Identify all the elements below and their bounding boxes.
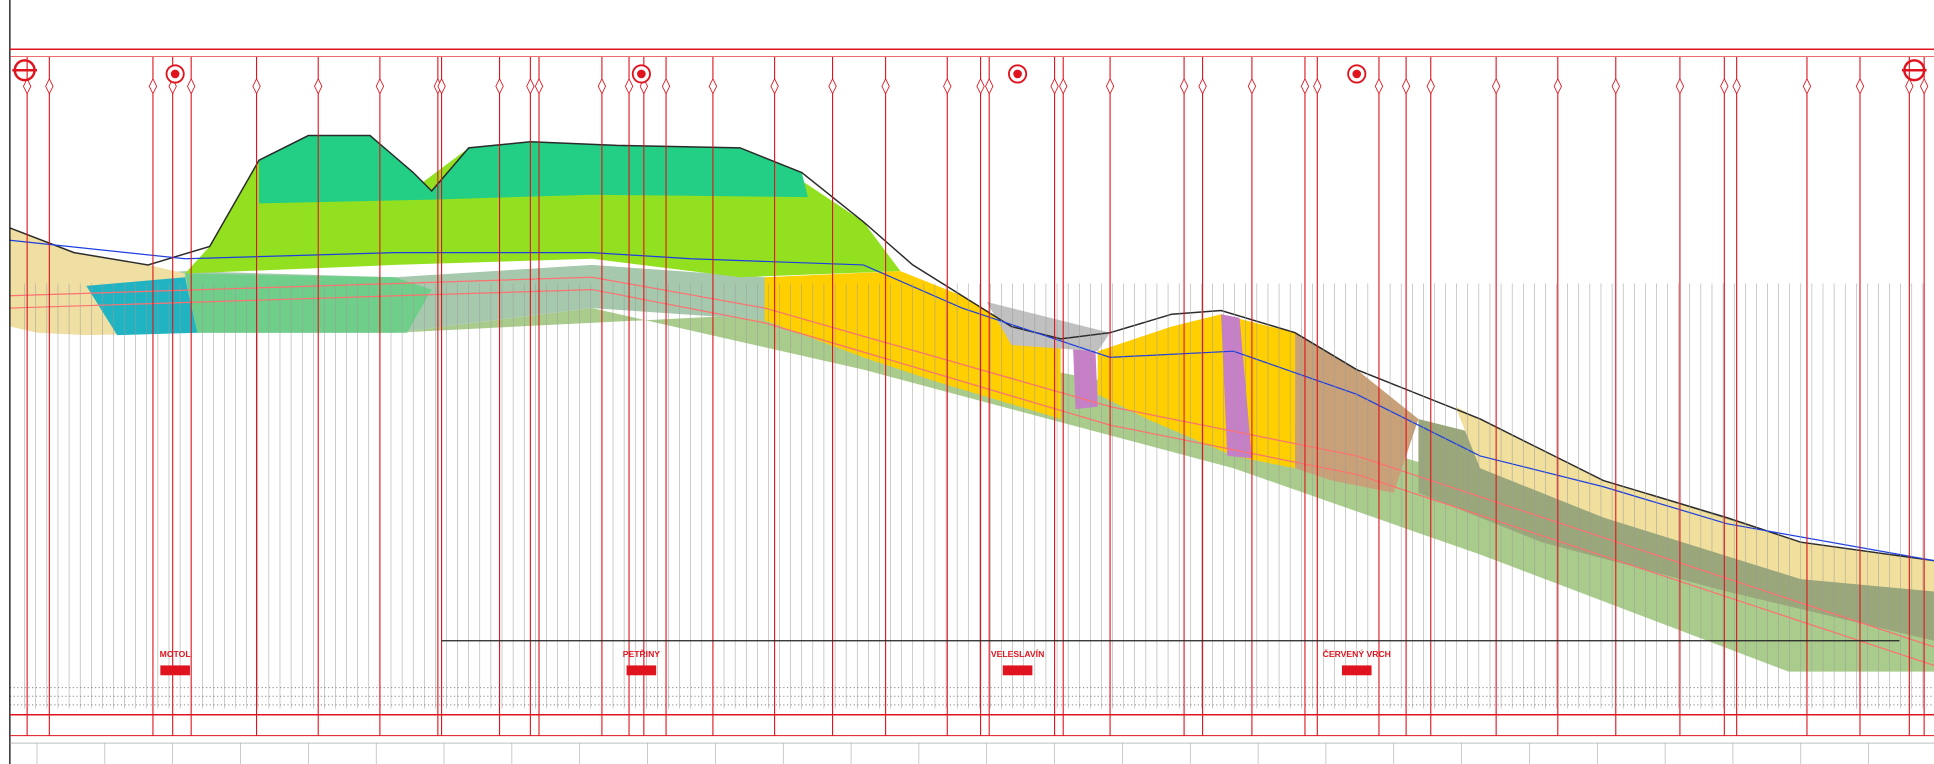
ground-surface: [9, 134, 1934, 562]
station-label: ČERVENÝ VRCH: [1323, 648, 1391, 659]
borehole-marker: [186, 77, 196, 95]
borehole-marker: [252, 77, 261, 95]
stratum: [1221, 314, 1252, 459]
borehole-marker: [985, 77, 994, 95]
borehole-marker: [1105, 77, 1115, 95]
station-box: [1002, 665, 1033, 676]
borehole-marker: [1553, 77, 1562, 95]
station-label: VELESLAVÍN: [991, 648, 1044, 659]
station-label: MOTOL: [160, 649, 191, 659]
borehole-marker: [1905, 77, 1914, 95]
borehole-marker: [1720, 77, 1729, 95]
water-table: [9, 239, 1934, 562]
borehole-marker: [526, 77, 535, 95]
station-symbol: [637, 69, 646, 79]
borehole-marker: [881, 77, 890, 95]
borehole-marker: [1198, 77, 1207, 95]
borehole-marker: [1855, 77, 1865, 95]
borehole-marker: [1247, 77, 1257, 95]
borehole-marker: [1313, 77, 1322, 95]
stations: MOTOL PETŘINY VELESLAVÍN ČERVENÝ VRCH: [160, 648, 1391, 659]
stratum: [259, 135, 808, 204]
stratum: [86, 277, 198, 336]
borehole-marker: [45, 77, 54, 95]
borehole-marker: [1802, 77, 1812, 95]
borehole-marker: [976, 77, 985, 95]
tunnel-line: [9, 288, 1934, 667]
borehole-marker: [375, 77, 385, 95]
borehole-marker: [1401, 77, 1411, 95]
borehole-marker: [1919, 77, 1929, 95]
borehole-marker: [661, 77, 671, 95]
station-symbol: [1352, 69, 1362, 79]
borehole-marker: [624, 77, 634, 95]
borehole-marker: [708, 77, 718, 95]
borehole-marker: [437, 77, 446, 95]
borehole-marker: [1050, 77, 1059, 95]
station-symbol: [170, 69, 180, 79]
borehole-marker: [495, 77, 504, 95]
borehole-marker: [534, 77, 544, 95]
stratum: [394, 308, 1934, 672]
station-symbol: [1013, 69, 1022, 79]
borehole-marker: [943, 77, 952, 95]
borehole-marker: [1611, 77, 1620, 95]
stratum: [185, 273, 432, 333]
tunnel-line: [9, 276, 1934, 648]
borehole-marker: [1059, 77, 1068, 95]
borehole-marker: [1491, 77, 1501, 95]
station-box: [160, 665, 190, 676]
borehole-marker: [314, 77, 323, 95]
borehole-marker: [22, 77, 32, 95]
borehole-marker: [597, 77, 607, 95]
section-lines: [9, 56, 1934, 764]
borehole-marker: [770, 77, 779, 95]
borehole-marker: [1300, 77, 1310, 95]
station-label: PETŘINY: [623, 648, 661, 659]
borehole-marker: [148, 77, 158, 95]
borehole-marker: [828, 77, 837, 95]
station-box: [626, 665, 657, 676]
borehole-marker: [1732, 77, 1741, 95]
stratum: [1455, 406, 1934, 592]
borehole-marker: [1675, 77, 1685, 95]
borehole-marker: [1426, 77, 1435, 95]
borehole-marker: [1179, 77, 1189, 95]
station-box: [1341, 665, 1372, 676]
borehole-marker: [1374, 77, 1384, 95]
